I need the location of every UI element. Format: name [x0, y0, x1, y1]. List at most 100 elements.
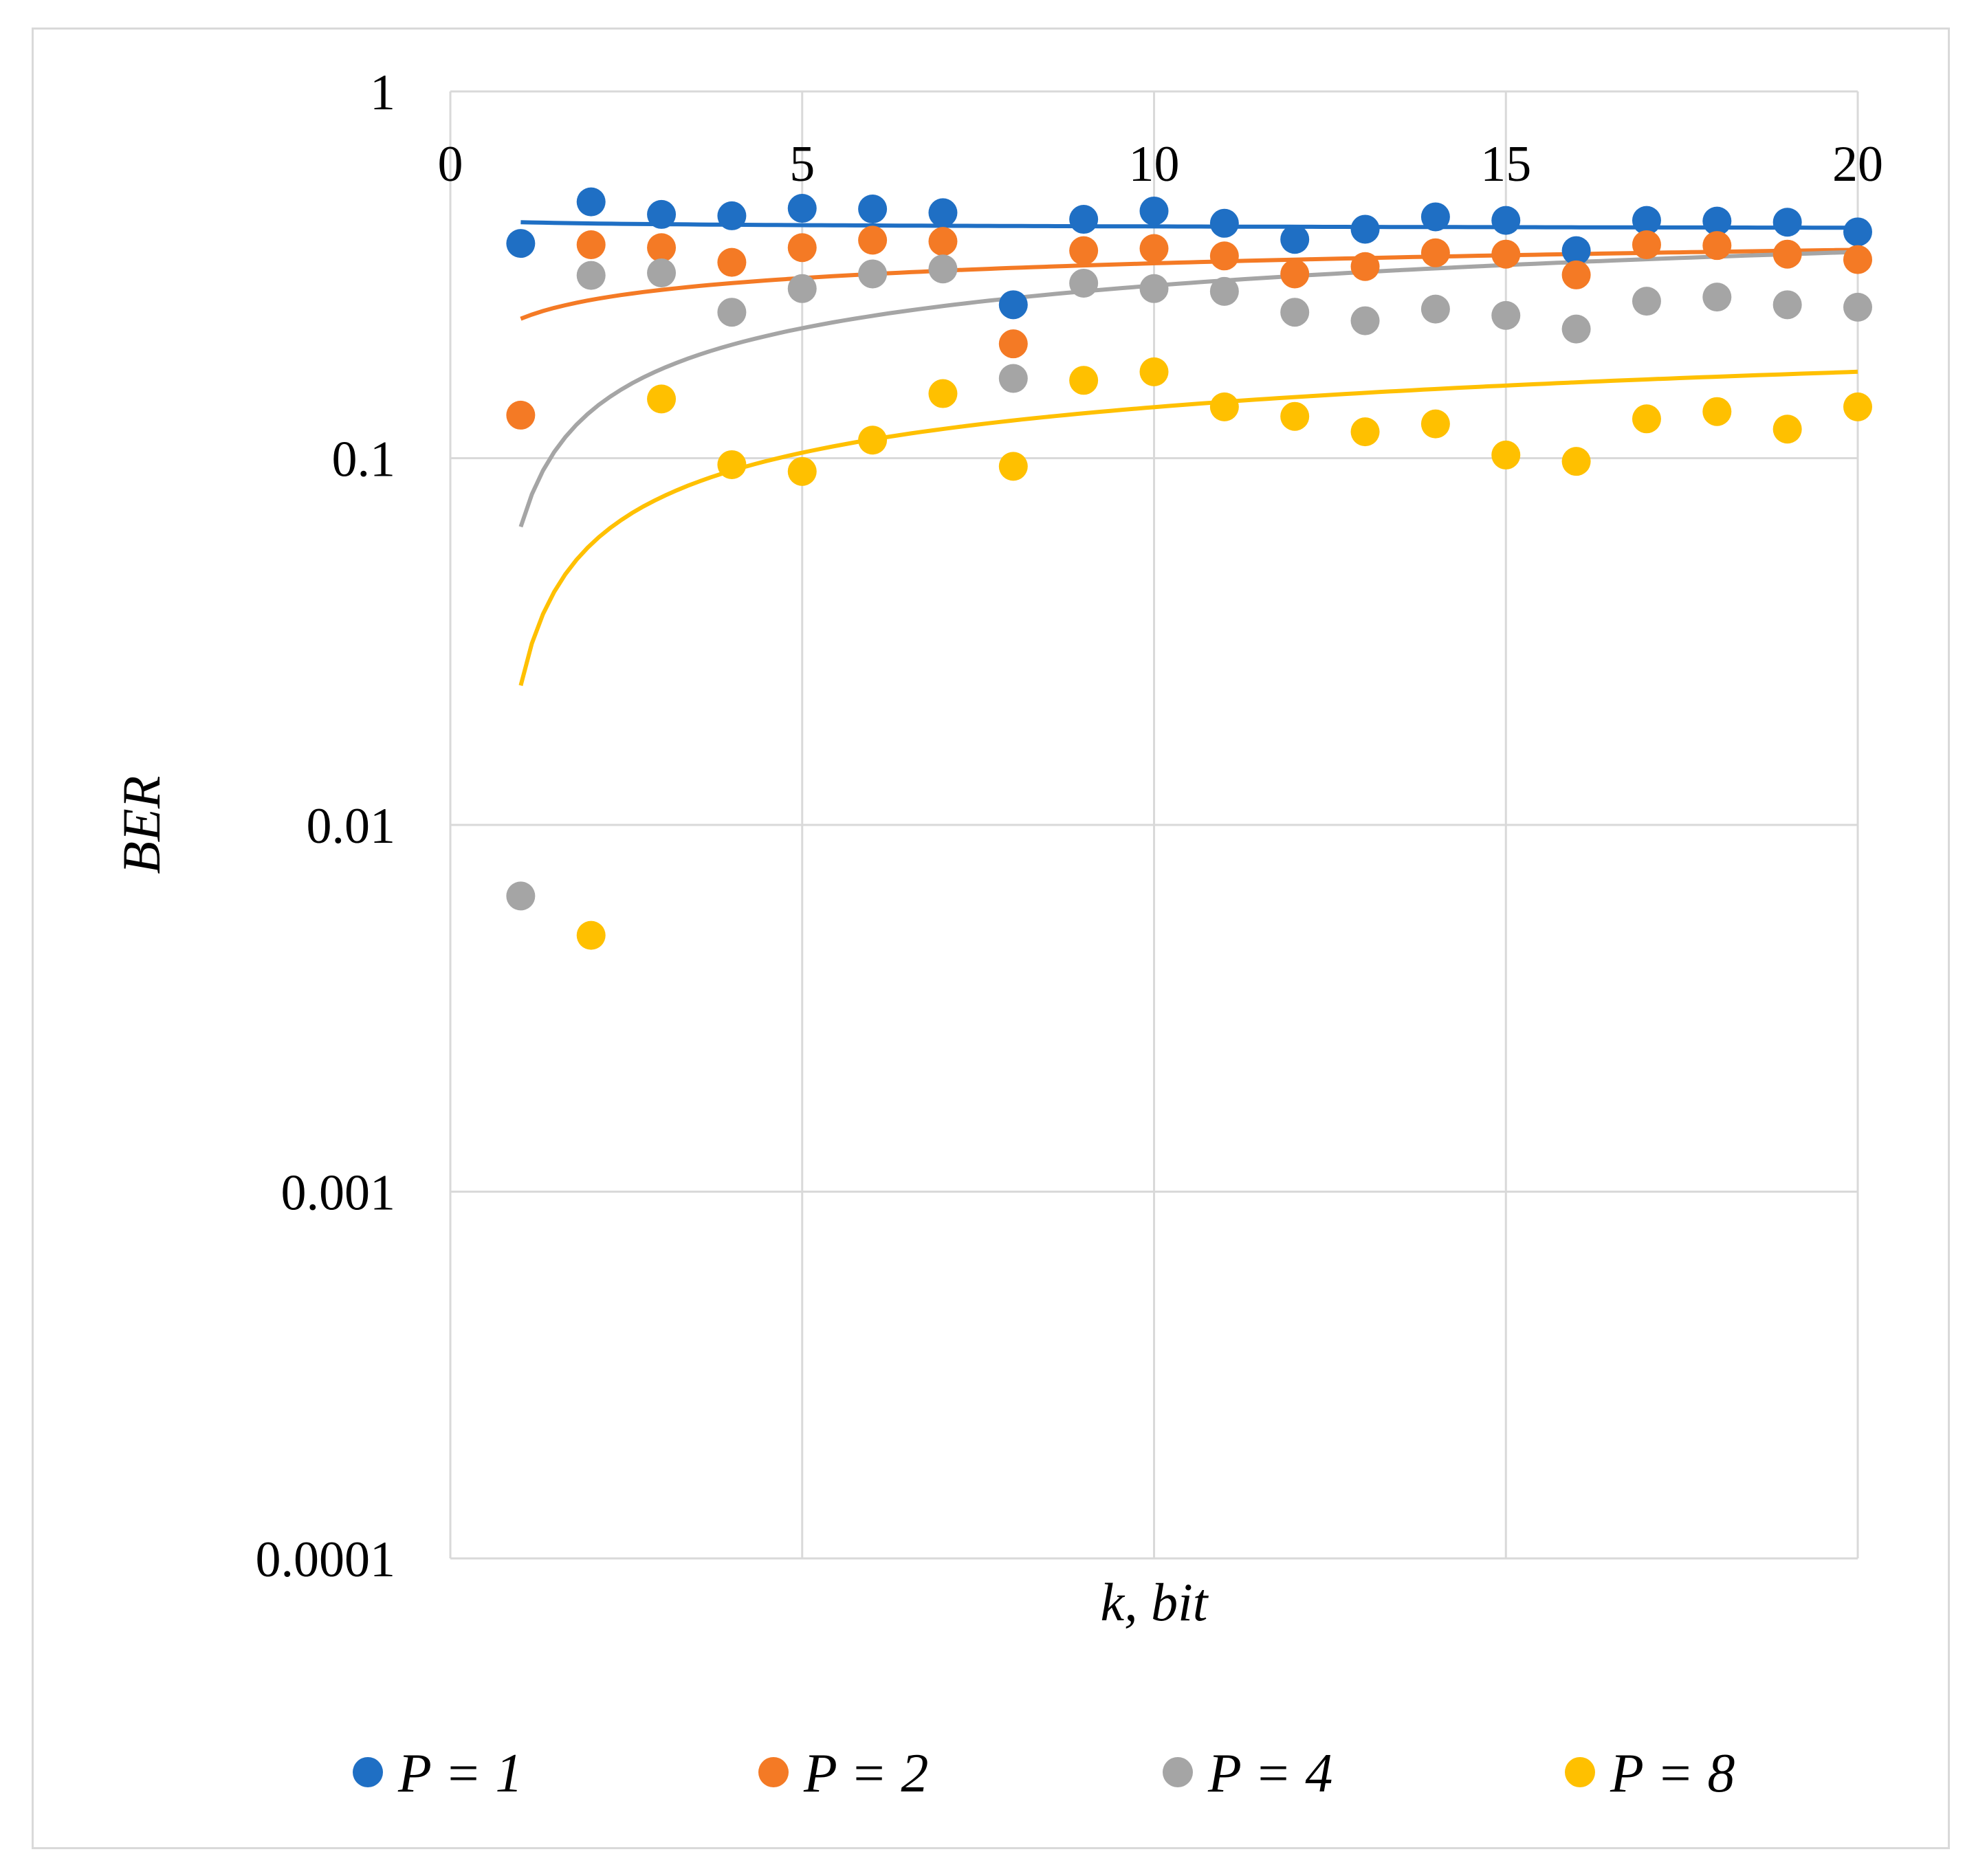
point-p2	[506, 400, 536, 430]
point-p8	[1632, 404, 1661, 434]
x-axis-title: k, bit	[1101, 1572, 1209, 1632]
point-p4	[1420, 294, 1450, 324]
legend-marker	[353, 1757, 383, 1787]
point-p1	[1069, 205, 1099, 234]
point-p1	[1561, 236, 1591, 265]
grid	[449, 90, 1859, 1560]
x-tick-label: 20	[1832, 136, 1883, 192]
point-p4	[787, 274, 817, 303]
point-p2	[1350, 252, 1380, 281]
point-p2	[1280, 259, 1310, 289]
point-p1	[1209, 208, 1239, 238]
point-p1	[1772, 208, 1802, 237]
legend: P = 1 P = 2 P = 4 P = 8	[353, 1743, 1735, 1804]
point-p2	[1420, 238, 1450, 267]
point-p1	[1491, 206, 1521, 235]
legend-marker	[758, 1757, 789, 1787]
point-p2	[1843, 245, 1872, 274]
legend-label: P = 4	[1207, 1743, 1332, 1804]
point-p4	[1280, 298, 1310, 327]
point-p8	[1069, 366, 1099, 395]
point-p1	[787, 194, 817, 223]
y-axis-title: BER	[111, 776, 171, 874]
point-p4	[1069, 268, 1099, 298]
point-p8	[576, 920, 606, 950]
point-p1	[1843, 217, 1872, 247]
point-p8	[1280, 401, 1310, 431]
point-p4	[998, 364, 1028, 393]
point-p4	[1772, 290, 1802, 320]
legend-label: P = 8	[1610, 1743, 1735, 1804]
point-p8	[1561, 447, 1591, 476]
point-p8	[647, 384, 677, 414]
point-p4	[576, 261, 606, 290]
y-tick-label: 0.0001	[256, 1532, 396, 1588]
point-p1	[928, 198, 958, 228]
point-p2	[576, 230, 606, 259]
point-p4	[647, 258, 677, 288]
trendline-p4	[518, 250, 1858, 528]
y-tick-label: 1	[370, 65, 395, 121]
point-p1	[1350, 214, 1380, 244]
point-p4	[858, 259, 888, 289]
point-p4	[1491, 300, 1521, 330]
chart-frame	[32, 27, 1950, 1849]
point-p8	[1350, 417, 1380, 447]
point-p8	[928, 379, 958, 408]
point-p1	[1702, 206, 1732, 236]
point-p4	[1702, 283, 1732, 312]
point-p8	[998, 452, 1028, 481]
point-p2	[928, 227, 958, 256]
point-p4	[1350, 306, 1380, 335]
point-p2	[1772, 239, 1802, 269]
x-tick-label: 10	[1129, 136, 1180, 192]
point-p2	[998, 329, 1028, 359]
point-p2	[858, 225, 888, 255]
point-p4	[1632, 287, 1661, 316]
point-p2	[1491, 239, 1521, 269]
point-p1	[1139, 196, 1169, 225]
point-p8	[1420, 409, 1450, 439]
point-p1	[998, 290, 1028, 320]
y-tick-label: 0.001	[281, 1165, 396, 1222]
point-p1	[506, 229, 536, 258]
legend-marker	[1565, 1757, 1595, 1787]
x-tick-label: 5	[789, 136, 815, 192]
point-p1	[717, 201, 747, 230]
point-p1	[647, 199, 677, 229]
x-tick-label: 0	[438, 136, 463, 192]
point-p1	[576, 187, 606, 217]
legend-label: P = 1	[397, 1743, 523, 1804]
y-tick-label: 0.1	[332, 432, 396, 488]
point-p4	[1209, 276, 1239, 306]
point-p1	[1632, 206, 1661, 235]
point-p1	[1280, 225, 1310, 254]
point-p4	[928, 254, 958, 284]
legend-marker	[1163, 1757, 1193, 1787]
point-p2	[1632, 230, 1661, 259]
point-p2	[787, 233, 817, 263]
point-p2	[1209, 241, 1239, 271]
point-p8	[1772, 415, 1802, 444]
point-p8	[858, 426, 888, 455]
point-p8	[717, 450, 747, 479]
point-p8	[1843, 392, 1872, 421]
data-points	[506, 187, 1872, 950]
point-p4	[717, 298, 747, 327]
point-p8	[787, 456, 817, 486]
x-tick-label: 15	[1480, 136, 1531, 192]
point-p2	[647, 233, 677, 263]
point-p4	[1561, 314, 1591, 344]
point-p4	[506, 881, 536, 911]
point-p8	[1139, 357, 1169, 386]
legend-label: P = 2	[803, 1743, 928, 1804]
point-p2	[717, 247, 747, 277]
point-p8	[1702, 397, 1732, 426]
point-p8	[1491, 440, 1521, 470]
point-p2	[1702, 231, 1732, 261]
y-tick-label: 0.01	[307, 798, 396, 854]
point-p2	[1139, 234, 1169, 263]
point-p2	[1069, 236, 1099, 265]
point-p4	[1843, 292, 1872, 322]
